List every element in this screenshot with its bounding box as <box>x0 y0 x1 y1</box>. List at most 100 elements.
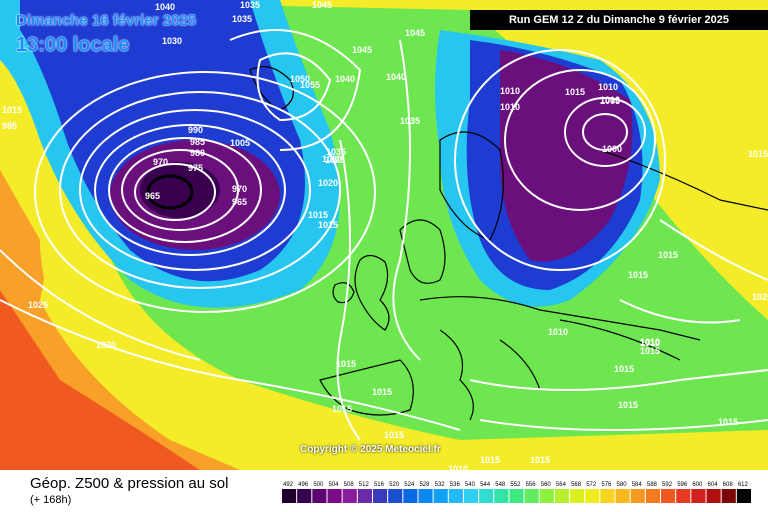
scale-swatch <box>388 489 403 503</box>
scale-tick-label: 524 <box>404 482 415 488</box>
scale-tick-label: 568 <box>571 482 582 488</box>
scale-tick-label: 564 <box>556 482 567 488</box>
scale-tick-label: 496 <box>298 482 309 488</box>
scale-tick-label: 600 <box>692 482 703 488</box>
scale-swatch <box>645 489 661 503</box>
pressure-label: 1010 <box>500 102 520 112</box>
scale-tick-label: 512 <box>359 482 370 488</box>
scale-tick-label: 508 <box>344 482 355 488</box>
scale-tick-label: 556 <box>526 482 537 488</box>
pressure-label: 1055 <box>300 80 320 90</box>
pressure-label: 1005 <box>600 96 620 106</box>
scale-swatch <box>630 489 645 503</box>
scale-swatch <box>448 489 463 503</box>
scale-swatch <box>706 489 721 503</box>
pressure-label: 1015 <box>640 346 660 356</box>
scale-swatch <box>554 489 570 503</box>
scale-swatch <box>615 489 630 503</box>
pressure-label: 970 <box>153 157 168 167</box>
pressure-label: 1030 <box>162 36 182 46</box>
pressure-label: 1010 <box>640 337 660 347</box>
scale-tick-label: 540 <box>465 482 476 488</box>
pressure-label: 1015 <box>718 417 738 427</box>
geopotential-color-scale: 492 496 500 504 508 512 516 520 524 528 532 536 540 5… <box>282 482 751 503</box>
scale-swatch <box>312 489 327 503</box>
pressure-label: 1005 <box>230 138 250 148</box>
scale-swatch <box>524 489 539 503</box>
scale-tick-label: 572 <box>586 482 597 488</box>
scale-tick-label: 532 <box>435 482 446 488</box>
scale-swatch <box>676 489 691 503</box>
pressure-label: 1015 <box>480 455 500 465</box>
scale-tick-label: 560 <box>541 482 552 488</box>
scale-tick-label: 504 <box>328 482 339 488</box>
scale-tick-label: 592 <box>662 482 673 488</box>
scale-swatch <box>327 489 342 503</box>
scale-tick-label: 576 <box>601 482 612 488</box>
pressure-label: 1050 <box>290 74 310 84</box>
pressure-label: 1045 <box>405 28 425 38</box>
scale-tick-label: 500 <box>313 482 324 488</box>
map-title: Géop. Z500 & pression au sol <box>30 475 229 492</box>
pressure-label: 1025 <box>752 292 768 302</box>
pressure-label: 1015 <box>748 149 768 159</box>
pressure-label: 1010 <box>598 82 618 92</box>
scale-swatch <box>282 489 297 503</box>
scale-swatch <box>433 489 448 503</box>
scale-swatch <box>357 489 372 503</box>
scale-swatch <box>661 489 676 503</box>
pressure-label: 1015 <box>614 364 634 374</box>
pressure-label: 1030 <box>322 154 342 164</box>
scale-tick-label: 580 <box>617 482 628 488</box>
pressure-label: 1015 <box>565 87 585 97</box>
scale-swatch <box>494 489 509 503</box>
scale-swatch <box>691 489 706 503</box>
pressure-label: 1010 <box>548 327 568 337</box>
scale-tick-label: 608 <box>723 482 734 488</box>
scale-tick-label: 588 <box>647 482 658 488</box>
pressure-label: 1015 <box>658 250 678 260</box>
scale-tick-label: 612 <box>738 482 749 488</box>
pressure-label: 1035 <box>240 0 260 10</box>
scale-swatch <box>509 489 524 503</box>
scale-swatch <box>570 489 585 503</box>
pressure-label: 1040 <box>155 2 175 12</box>
pressure-label: 985 <box>190 137 205 147</box>
pressure-label: 1015 <box>628 270 648 280</box>
pressure-label: 1015 <box>372 387 392 397</box>
pressure-label: 1010 <box>640 338 660 348</box>
pressure-label: 1015 <box>318 220 338 230</box>
pressure-label: 975 <box>188 163 203 173</box>
scale-tick-label: 492 <box>283 482 294 488</box>
scale-tick-label: 584 <box>632 482 643 488</box>
scale-tick-label: 596 <box>677 482 688 488</box>
pressure-label: 1010 <box>448 464 468 470</box>
pressure-label: 1015 <box>308 210 328 220</box>
pressure-label: 990 <box>188 125 203 135</box>
pressure-label: 1020 <box>96 340 116 350</box>
scale-tick-label: 520 <box>389 482 400 488</box>
pressure-label: 980 <box>190 148 205 158</box>
pressure-label: 1045 <box>312 0 332 10</box>
scale-swatch <box>600 489 615 503</box>
forecast-date: Dimanche 16 février 2025 <box>16 12 197 29</box>
scale-tick-label: 552 <box>510 482 521 488</box>
scale-swatch <box>736 489 751 503</box>
pressure-label: 1015 <box>384 430 404 440</box>
pressure-label: 1035 <box>326 147 346 157</box>
scale-swatch <box>721 489 736 503</box>
model-run-banner: Run GEM 12 Z du Dimanche 9 février 2025 <box>470 10 768 30</box>
scale-tick-label: 604 <box>708 482 719 488</box>
scale-tick-label: 544 <box>480 482 491 488</box>
pressure-label: 1015 <box>336 359 356 369</box>
scale-tick-label: 516 <box>374 482 385 488</box>
pressure-label: 1035 <box>400 116 420 126</box>
pressure-label: 1015 <box>332 404 352 414</box>
scale-swatch <box>479 489 494 503</box>
forecast-time: 13:00 locale <box>16 34 130 56</box>
pressure-labels: 1040 1035 1035 1030 1045 1045 1040 1045 … <box>2 0 768 470</box>
scale-tick-label: 536 <box>450 482 461 488</box>
pressure-label: 985 <box>2 121 17 131</box>
scale-swatch <box>403 489 418 503</box>
pressure-label: 1040 <box>386 72 406 82</box>
